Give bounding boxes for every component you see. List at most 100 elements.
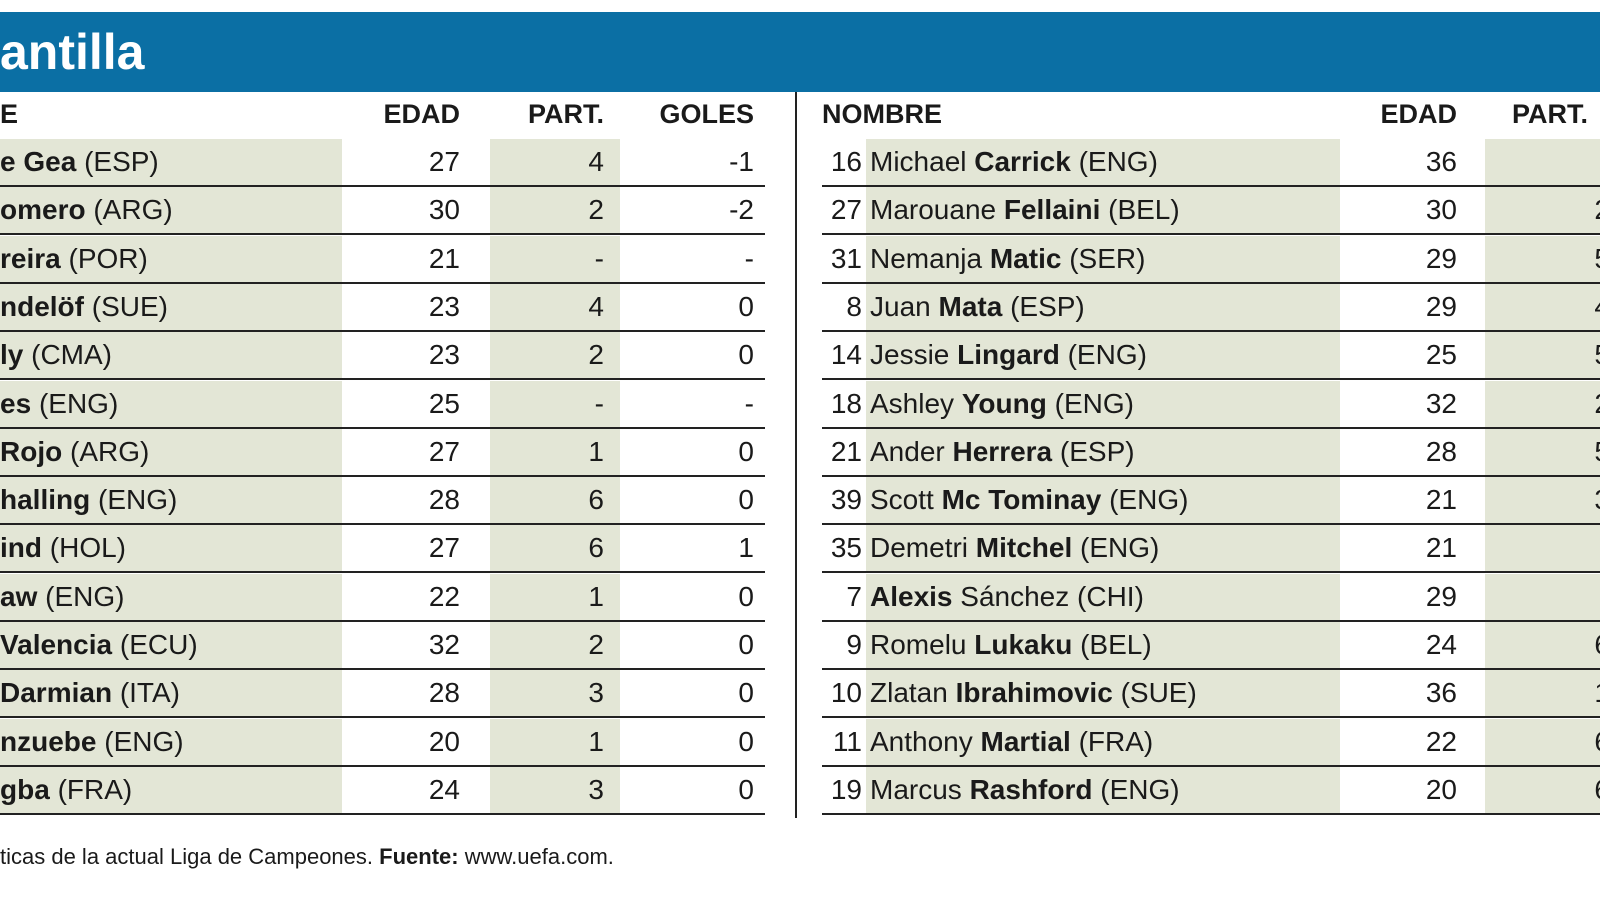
name-part: halling: [0, 484, 91, 516]
age: 36: [1425, 146, 1457, 177]
matches-cell-bg: [490, 332, 620, 379]
matches-cell-bg: [1485, 283, 1600, 330]
name-part: reira: [0, 242, 61, 274]
row-rule: [822, 474, 1600, 477]
player-name: nzuebe (ENG): [0, 719, 184, 765]
player-name: Rojo (ARG): [0, 429, 149, 475]
age: 23: [428, 339, 460, 371]
matches-cell-bg: [490, 622, 620, 668]
player-name: Nemanja Matic (SER): [870, 236, 1145, 282]
name-part: Ashley: [870, 387, 955, 419]
matches: 6: [1500, 719, 1600, 765]
row-rule: [822, 571, 1600, 574]
column-header: NOMBRE: [822, 99, 942, 129]
name-cell-bg: [0, 139, 342, 185]
row-rule: [822, 281, 1600, 284]
matches: -: [1500, 525, 1600, 571]
name-part: (SUE): [91, 290, 169, 322]
row-rule: [822, 378, 1600, 381]
matches: 5: [1500, 429, 1600, 475]
age: 25: [1425, 339, 1457, 371]
matches-cell-bg: [1485, 332, 1600, 379]
matches-cell-bg: [1485, 187, 1600, 234]
matches: -: [1500, 139, 1600, 185]
name-part: ndelöf: [0, 290, 84, 322]
title: antilla: [0, 24, 145, 80]
row-rule: [0, 378, 765, 381]
name-part: gba: [0, 773, 50, 805]
name-cell-bg: [0, 525, 342, 572]
name-part: (ENG): [1080, 532, 1160, 564]
footer-part: ticas de la actual Liga de Campeones.: [0, 844, 374, 869]
goals: 0: [738, 580, 754, 612]
name-part: Romelu: [870, 629, 967, 660]
row-rule: [0, 619, 765, 622]
name-part: omero: [0, 194, 86, 226]
name-part: Alexis: [870, 580, 953, 612]
matches: 2: [588, 194, 604, 226]
name-part: Mata: [938, 290, 1003, 322]
shirt-number: 11: [832, 725, 862, 757]
shirt-number: 18: [830, 387, 862, 419]
name-cell-bg: [0, 766, 342, 813]
name-part: (SUE): [1120, 677, 1197, 709]
matches: 6: [1500, 767, 1600, 813]
title-bar: [0, 12, 1600, 92]
name-part: Juan: [870, 290, 931, 322]
name-cell-bg: [866, 428, 1340, 475]
name-part: Carrick: [974, 146, 1071, 177]
age: 32: [1425, 387, 1457, 419]
player-name: Demetri Mitchel (ENG): [870, 525, 1159, 571]
row-rule: [0, 716, 765, 719]
name-part: (BEL): [1080, 629, 1152, 660]
age: 22: [428, 580, 460, 612]
name-part: Matic: [989, 242, 1062, 274]
age: 29: [1425, 580, 1457, 612]
goals: 0: [738, 290, 754, 322]
name-cell-bg: [0, 332, 342, 379]
name-part: (ECU): [119, 629, 198, 660]
goals: 0: [738, 435, 754, 467]
shirt-number: 9: [846, 629, 862, 660]
row-rule: [822, 668, 1600, 670]
row-rule: [822, 185, 1600, 187]
age: 36: [1425, 677, 1457, 709]
shirt-number: 39: [830, 484, 862, 516]
name-part: Anthony: [870, 725, 973, 757]
column-header: PART.: [1512, 99, 1589, 129]
age: 20: [1425, 773, 1457, 805]
matches-cell-bg: [1485, 525, 1600, 572]
player-name: es (ENG): [0, 381, 118, 427]
matches-cell-bg: [490, 525, 620, 572]
shirt-number: 31: [830, 242, 862, 274]
row-rule: [0, 474, 765, 477]
player-name: Juan Mata (ESP): [870, 284, 1085, 330]
matches: 3: [1500, 477, 1600, 523]
row-rule: [0, 329, 765, 332]
name-part: Ibrahimovic: [955, 677, 1113, 709]
name-cell-bg: [866, 187, 1340, 234]
name-part: (ESP): [1010, 290, 1085, 322]
age: 30: [1425, 194, 1457, 226]
name-part: (ENG): [1109, 484, 1189, 516]
shirt-number: 16: [830, 146, 862, 177]
name-cell-bg: [0, 718, 342, 765]
name-cell-bg: [866, 332, 1340, 379]
matches-cell-bg: [490, 139, 620, 185]
column-header: GOLES: [659, 99, 754, 129]
age: 27: [428, 146, 460, 177]
name-cell-bg: [866, 573, 1340, 620]
matches: 4: [1500, 284, 1600, 330]
age: 28: [428, 484, 460, 516]
matches: -: [1500, 574, 1600, 620]
goals: -1: [729, 146, 754, 177]
name-part: Zlatan: [870, 677, 948, 709]
matches-cell-bg: [490, 380, 620, 427]
name-cell-bg: [0, 670, 342, 717]
name-part: Lingard: [957, 339, 1060, 371]
matches-cell-bg: [490, 187, 620, 234]
player-name: Marcus Rashford (ENG): [870, 767, 1180, 813]
matches-cell-bg: [490, 235, 620, 282]
name-part: (ESP): [84, 146, 159, 177]
